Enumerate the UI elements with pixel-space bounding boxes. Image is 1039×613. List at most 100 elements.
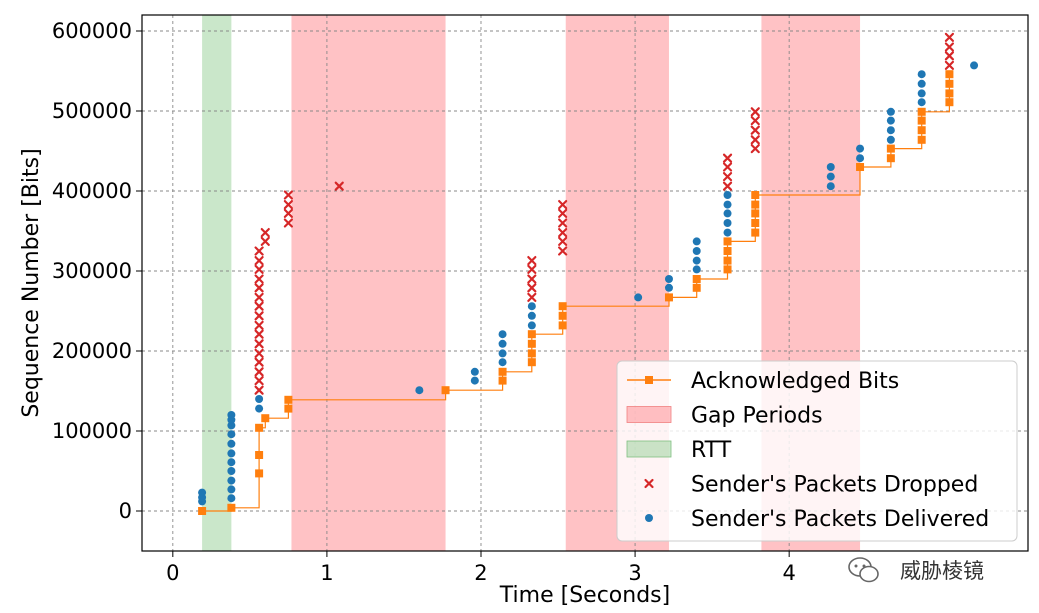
x-tick-label: 2 xyxy=(474,561,487,585)
legend-handle-gap xyxy=(626,406,672,423)
delivered-point xyxy=(970,61,979,70)
legend-handle-delivered xyxy=(645,514,653,522)
y-tick-label: 200000 xyxy=(52,339,132,363)
acked-point xyxy=(945,98,954,107)
legend-label-rtt: RTT xyxy=(691,438,732,463)
delivered-point xyxy=(826,182,835,191)
legend-handle-rtt xyxy=(626,440,672,458)
acked-point xyxy=(198,507,207,515)
delivered-point xyxy=(692,247,701,255)
acked-point xyxy=(255,423,264,432)
dropped-point xyxy=(558,236,568,246)
delivered-point xyxy=(470,376,479,385)
delivered-point xyxy=(856,154,865,163)
acked-point xyxy=(558,321,567,330)
dropped-point xyxy=(283,218,293,228)
dropped-point xyxy=(254,348,264,358)
x-tick-label: 1 xyxy=(320,561,333,585)
acked-point xyxy=(255,469,264,478)
delivered-point xyxy=(498,358,507,367)
dropped-point xyxy=(527,274,537,284)
delivered-point xyxy=(227,467,236,475)
dropped-point xyxy=(722,172,733,182)
delivered-point xyxy=(723,228,732,237)
delivered-point xyxy=(692,256,701,265)
dropped-point xyxy=(558,200,568,210)
dropped-point xyxy=(254,376,264,386)
acked-point xyxy=(856,163,865,171)
dropped-point xyxy=(254,385,264,395)
delivered-point xyxy=(664,275,673,283)
acked-point xyxy=(498,367,507,376)
delivered-point xyxy=(527,311,536,320)
dropped-point xyxy=(944,60,955,70)
y-tick-label: 500000 xyxy=(52,99,132,123)
acked-point xyxy=(664,293,673,302)
acked-point xyxy=(527,358,536,367)
dropped-point xyxy=(254,264,264,274)
acked-point xyxy=(227,503,236,512)
acked-point xyxy=(284,395,293,404)
acked-point xyxy=(751,191,760,199)
delivered-point xyxy=(723,219,732,227)
dropped-point xyxy=(527,283,537,293)
delivered-point xyxy=(227,430,236,439)
legend-label-delivered: Sender's Packets Delivered xyxy=(691,507,989,532)
acked-point xyxy=(527,349,536,358)
acked-point xyxy=(751,228,760,237)
dropped-point xyxy=(254,329,264,339)
dropped-point xyxy=(750,107,760,117)
acked-point xyxy=(751,209,760,218)
acked-point xyxy=(751,200,760,209)
dropped-point xyxy=(558,218,568,228)
dropped-point xyxy=(260,228,270,238)
legend-box xyxy=(616,360,1018,542)
y-tick-label: 0 xyxy=(119,499,132,523)
dropped-point xyxy=(283,208,293,218)
dropped-point xyxy=(527,292,537,302)
delivered-point xyxy=(227,485,236,494)
delivered-point xyxy=(498,349,507,358)
delivered-point xyxy=(886,126,895,135)
dropped-point xyxy=(254,283,264,293)
acked-point xyxy=(255,451,264,459)
acked-point xyxy=(917,126,926,135)
delivered-point xyxy=(826,163,835,171)
dropped-point xyxy=(558,246,568,256)
dropped-point xyxy=(944,51,955,61)
delivered-point xyxy=(227,411,236,419)
rtt-band xyxy=(202,15,232,551)
data-markers xyxy=(198,32,979,515)
dropped-point xyxy=(750,116,760,126)
dropped-point xyxy=(944,32,955,42)
delivered-point xyxy=(227,458,236,467)
delivered-point xyxy=(917,89,926,98)
wechat-logo-icon xyxy=(848,557,879,583)
dropped-point xyxy=(283,200,293,210)
acked-point xyxy=(498,376,507,385)
dropped-point xyxy=(722,153,733,163)
delivered-point xyxy=(227,494,236,503)
delivered-point xyxy=(527,302,536,311)
delivered-point xyxy=(227,476,236,485)
acked-point xyxy=(692,283,701,292)
y-tick-label: 600000 xyxy=(52,19,132,43)
acked-point xyxy=(261,414,270,423)
acked-point xyxy=(441,386,450,395)
delivered-point xyxy=(498,330,507,339)
acked-point xyxy=(692,275,701,283)
dropped-point xyxy=(334,181,344,191)
acknowledged-bits-line xyxy=(202,74,950,512)
dropped-point xyxy=(254,367,264,377)
dropped-point xyxy=(254,274,264,284)
x-tick-label: 3 xyxy=(628,561,641,585)
dropped-point xyxy=(750,125,760,135)
legend-label-gap: Gap Periods xyxy=(691,404,823,429)
acked-point xyxy=(558,311,567,320)
gap-period-band xyxy=(291,15,446,551)
dropped-point xyxy=(558,208,568,218)
dropped-point xyxy=(254,301,264,311)
dropped-point xyxy=(558,228,568,238)
y-tick-label: 400000 xyxy=(52,179,132,203)
dropped-point xyxy=(944,42,955,52)
